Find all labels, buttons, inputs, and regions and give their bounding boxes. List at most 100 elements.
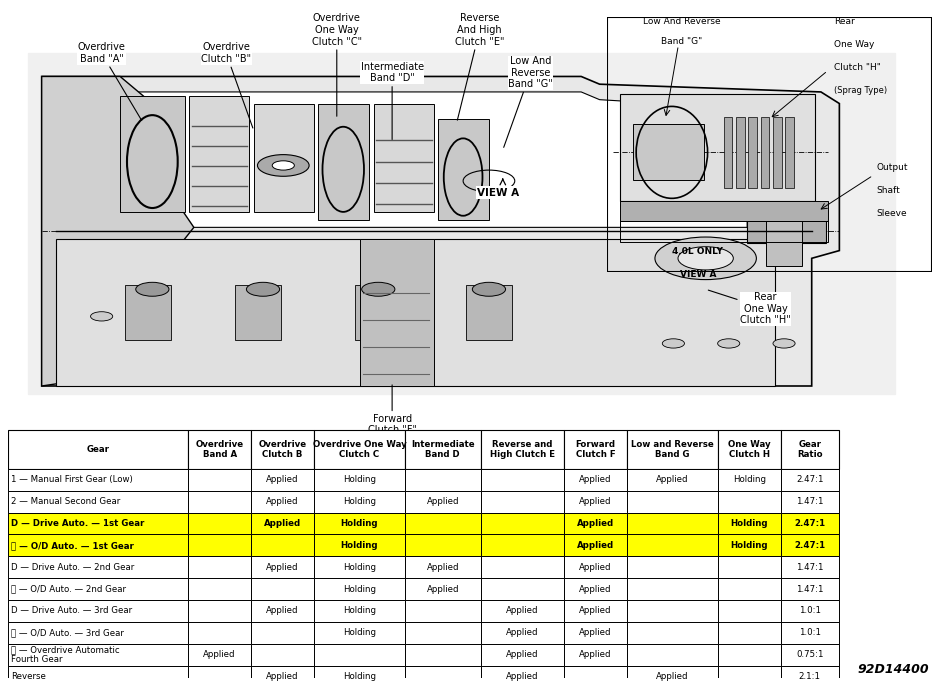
Text: Band "G": Band "G" xyxy=(661,37,702,46)
Bar xyxy=(8,600,188,622)
Bar xyxy=(747,212,825,243)
Bar xyxy=(620,93,815,201)
Circle shape xyxy=(258,155,309,176)
Text: Applied: Applied xyxy=(580,475,612,484)
Bar xyxy=(627,430,718,469)
Bar xyxy=(481,556,564,578)
Circle shape xyxy=(472,283,505,296)
Text: Clutch "H": Clutch "H" xyxy=(834,63,881,72)
Bar xyxy=(718,535,781,556)
Bar xyxy=(314,556,405,578)
Text: Holding: Holding xyxy=(343,475,375,484)
Text: 2.1:1: 2.1:1 xyxy=(799,672,821,681)
Bar xyxy=(718,600,781,622)
Text: Holding: Holding xyxy=(343,584,375,594)
Text: Holding: Holding xyxy=(343,629,375,637)
Text: 2 — Manual Second Gear: 2 — Manual Second Gear xyxy=(11,497,120,506)
Bar xyxy=(718,665,781,681)
Circle shape xyxy=(718,339,740,348)
Text: Applied: Applied xyxy=(266,563,299,572)
Bar xyxy=(748,116,757,188)
Text: Applied: Applied xyxy=(580,650,612,659)
Text: ⓓ — O/D Auto. — 1st Gear: ⓓ — O/D Auto. — 1st Gear xyxy=(11,541,135,550)
Text: Applied: Applied xyxy=(506,607,538,616)
Bar xyxy=(781,622,839,644)
Bar xyxy=(120,96,184,212)
Text: Applied: Applied xyxy=(580,584,612,594)
Bar xyxy=(188,644,251,665)
Text: Applied: Applied xyxy=(506,629,538,637)
Text: Holding: Holding xyxy=(733,475,766,484)
Bar xyxy=(627,644,718,665)
Bar xyxy=(8,578,188,600)
Bar xyxy=(564,491,627,513)
Bar xyxy=(314,600,405,622)
Text: Applied: Applied xyxy=(580,629,612,637)
Text: 1 — Manual First Gear (Low): 1 — Manual First Gear (Low) xyxy=(11,475,133,484)
Text: Applied: Applied xyxy=(266,497,299,506)
Bar xyxy=(627,469,718,491)
Bar xyxy=(481,622,564,644)
Text: One Way
Clutch H: One Way Clutch H xyxy=(728,440,771,459)
Polygon shape xyxy=(41,76,194,386)
Bar xyxy=(481,491,564,513)
Bar xyxy=(781,535,839,556)
Bar xyxy=(8,469,188,491)
Bar xyxy=(405,600,481,622)
Text: Rear
One Way
Clutch "H": Rear One Way Clutch "H" xyxy=(709,290,791,326)
Bar xyxy=(405,430,481,469)
Text: ⓓ — O/D Auto. — 3rd Gear: ⓓ — O/D Auto. — 3rd Gear xyxy=(11,629,124,637)
Bar xyxy=(254,104,313,212)
Bar xyxy=(774,116,782,188)
Bar xyxy=(627,665,718,681)
Bar xyxy=(718,430,781,469)
Text: Applied: Applied xyxy=(580,497,612,506)
Text: Applied: Applied xyxy=(264,519,301,528)
Bar xyxy=(564,430,627,469)
Bar xyxy=(564,578,627,600)
Bar xyxy=(761,116,770,188)
Bar xyxy=(564,600,627,622)
Bar xyxy=(781,513,839,535)
Bar xyxy=(481,430,564,469)
Text: Holding: Holding xyxy=(341,519,378,528)
Bar xyxy=(8,513,188,535)
Text: ⓓ — Overdrive Automatic
Fourth Gear: ⓓ — Overdrive Automatic Fourth Gear xyxy=(11,645,120,665)
Bar xyxy=(189,96,249,212)
Bar xyxy=(718,491,781,513)
Text: Gear
Ratio: Gear Ratio xyxy=(797,440,822,459)
Bar xyxy=(405,644,481,665)
Bar xyxy=(718,644,781,665)
Bar xyxy=(188,430,251,469)
Text: Reverse
And High
Clutch "E": Reverse And High Clutch "E" xyxy=(455,14,504,120)
Bar xyxy=(251,556,314,578)
Circle shape xyxy=(773,339,795,348)
Bar xyxy=(564,665,627,681)
Bar xyxy=(356,285,401,340)
Bar xyxy=(8,665,188,681)
Text: (Sprag Type): (Sprag Type) xyxy=(834,86,887,95)
Text: D — Drive Auto. — 2nd Gear: D — Drive Auto. — 2nd Gear xyxy=(11,563,135,572)
Bar xyxy=(188,513,251,535)
Text: 2.47:1: 2.47:1 xyxy=(796,475,823,484)
Bar xyxy=(314,665,405,681)
Bar xyxy=(251,430,314,469)
Text: Applied: Applied xyxy=(426,563,459,572)
Text: 1.47:1: 1.47:1 xyxy=(796,584,823,594)
Bar xyxy=(627,578,718,600)
Text: Holding: Holding xyxy=(343,563,375,572)
Text: Sleeve: Sleeve xyxy=(876,208,907,217)
Bar xyxy=(564,513,627,535)
Text: Rear: Rear xyxy=(834,17,855,26)
Bar xyxy=(251,578,314,600)
Text: Holding: Holding xyxy=(343,672,375,681)
Bar xyxy=(314,644,405,665)
Text: Applied: Applied xyxy=(426,584,459,594)
Text: Applied: Applied xyxy=(426,497,459,506)
Bar xyxy=(314,578,405,600)
Circle shape xyxy=(272,161,295,170)
Text: Holding: Holding xyxy=(730,541,768,550)
Bar xyxy=(251,665,314,681)
Bar xyxy=(188,622,251,644)
Text: 1.47:1: 1.47:1 xyxy=(796,497,823,506)
